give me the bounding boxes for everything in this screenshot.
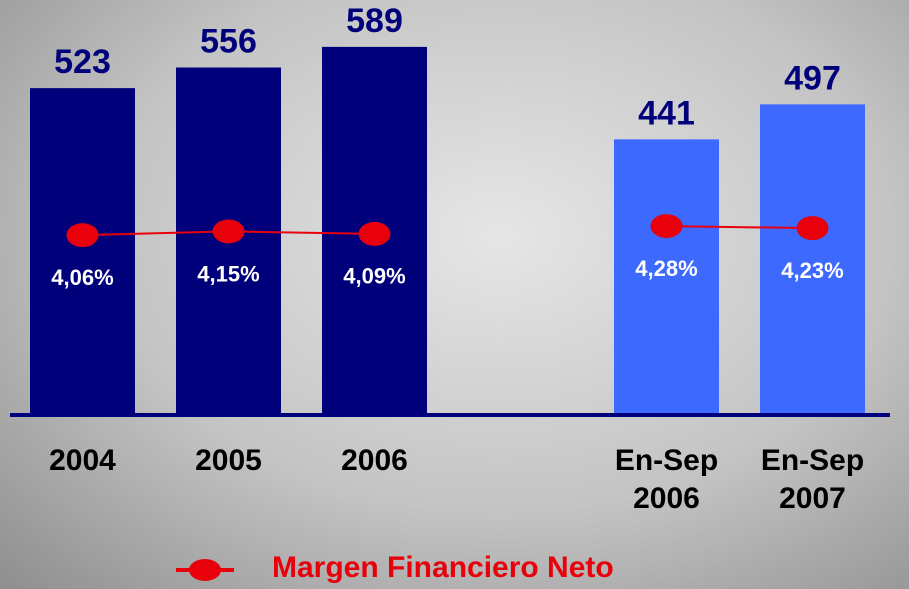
line-point [650,214,683,239]
bar [30,88,135,415]
legend-label: Margen Financiero Neto [272,551,614,584]
bar-value-label: 523 [54,43,111,81]
bar-value-label: 589 [346,2,403,40]
line-point [358,221,391,246]
line-value-label: 4,15% [197,261,259,286]
bar-value-label: 497 [784,59,841,97]
bar [760,104,865,415]
line-point [796,216,829,241]
line-point [66,223,99,248]
line [666,225,813,230]
bar-value-label: 556 [200,22,257,60]
line-value-label: 4,23% [781,258,843,283]
line-value-label: 4,28% [635,256,697,281]
x-tick-label: En-Sep 2007 [760,444,865,515]
bar [614,139,719,415]
x-tick-label: 2006 [341,444,408,477]
bar-value-label: 441 [638,94,695,132]
line-value-label: 4,06% [51,265,113,290]
x-tick-label: En-Sep 2006 [614,444,719,515]
legend-marker [189,559,221,581]
line-value-label: 4,09% [343,264,405,289]
line-point [212,219,245,244]
x-tick-label: 2005 [195,444,262,477]
x-tick-label: 2004 [49,444,116,477]
